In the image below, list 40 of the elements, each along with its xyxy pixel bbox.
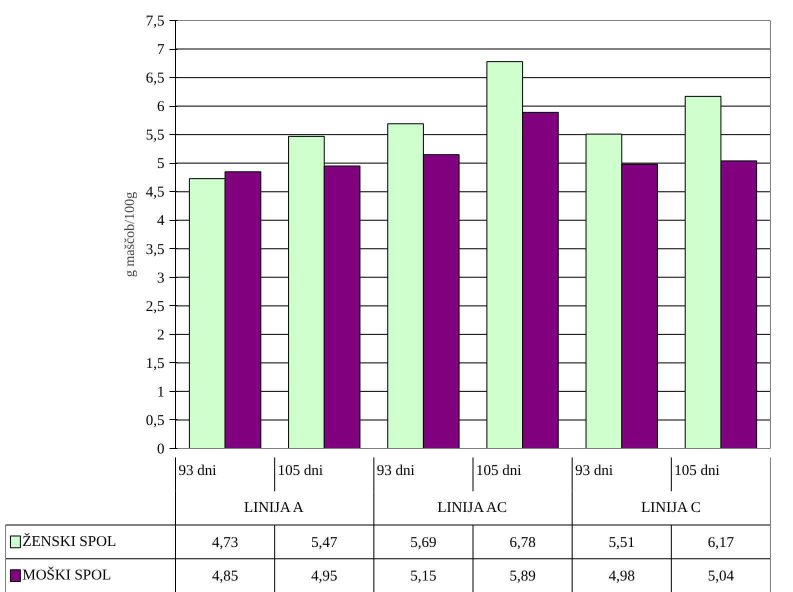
y-tick-label: 7,5 xyxy=(146,14,164,30)
x-tick-label: 93 dni xyxy=(178,463,216,479)
y-tick-label: 1,5 xyxy=(146,356,164,372)
x-tick-label: 93 dni xyxy=(575,463,614,479)
x-tick-label: 93 dni xyxy=(376,463,415,479)
data-label: 5,69 xyxy=(410,534,437,551)
y-tick-label: 4 xyxy=(157,213,165,230)
y-tick-label: 5,5 xyxy=(146,128,164,144)
data-label: 5,15 xyxy=(410,568,437,585)
y-tick-label: 0,5 xyxy=(146,412,164,429)
text: LINIJA A xyxy=(244,500,304,516)
y-axis-title: g maščob/100g xyxy=(122,192,138,278)
x-tick-label: 105 dni xyxy=(476,463,522,479)
y-tick-label: 5 xyxy=(157,156,164,172)
legend-label: MOŠKI SPOL xyxy=(22,566,112,584)
data-label: 4,73 xyxy=(212,534,238,551)
data-label: 4,98 xyxy=(608,568,635,585)
data-label: 6,17 xyxy=(708,534,735,551)
y-tick-label: 0 xyxy=(157,442,164,458)
data-label: 5,51 xyxy=(608,534,635,551)
y-tick-label: 2,5 xyxy=(146,298,164,315)
y-tick-label: 4,5 xyxy=(146,184,164,201)
x-tick-label: 105 dni xyxy=(278,463,324,479)
data-label: 5,89 xyxy=(509,568,536,585)
text: LINIJA AC xyxy=(437,500,507,516)
y-tick-label: 6,5 xyxy=(146,70,164,87)
data-label: 6,78 xyxy=(509,534,536,551)
y-tick-label: 6 xyxy=(157,99,165,116)
data-label: 5,47 xyxy=(311,534,338,551)
data-label: 4,95 xyxy=(311,568,338,585)
y-tick-label: 3,5 xyxy=(146,242,164,258)
y-tick-label: 3 xyxy=(157,270,164,286)
legend-label: ŽENSKI SPOL xyxy=(22,532,116,550)
y-tick-label: 7 xyxy=(157,42,165,58)
x-tick-label: 105 dni xyxy=(674,463,720,479)
data-label: 4,85 xyxy=(212,568,238,585)
text: LINIJA C xyxy=(641,500,701,516)
y-tick-label: 2 xyxy=(157,327,164,344)
y-tick-label: 1 xyxy=(157,384,164,400)
data-label: 5,04 xyxy=(708,568,735,585)
